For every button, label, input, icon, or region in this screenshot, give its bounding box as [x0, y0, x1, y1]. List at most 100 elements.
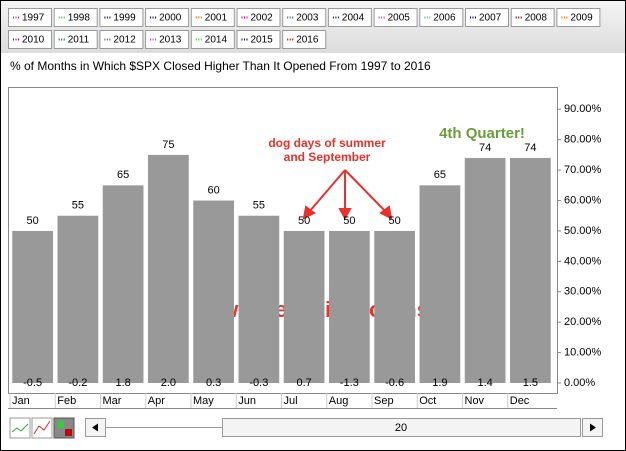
annotation-text: and September: [284, 150, 371, 164]
legend-button[interactable]: [53, 8, 98, 27]
value-label: 75: [162, 139, 174, 151]
legend-label: 2000: [159, 13, 182, 24]
x-tick-label: Jun: [238, 395, 256, 407]
y-tick-label: 90.00%: [564, 103, 602, 115]
x-tick-label: Sep: [374, 395, 394, 407]
bar: [57, 215, 99, 383]
legend-button[interactable]: [145, 30, 190, 49]
y-tick-label: 80.00%: [564, 134, 602, 146]
legend-button[interactable]: [419, 8, 464, 27]
legend-button[interactable]: [99, 30, 144, 49]
bar: [510, 157, 551, 383]
bar: [419, 185, 461, 383]
legend-label: 1998: [68, 13, 91, 24]
value-label: 50: [389, 215, 401, 227]
x-tick-label: Aug: [329, 395, 349, 407]
legend-button[interactable]: [145, 8, 190, 27]
x-tick-label: Feb: [57, 395, 76, 407]
slider-thumb[interactable]: [222, 418, 581, 437]
legend-button[interactable]: [190, 8, 235, 27]
legend-label: 2005: [388, 13, 411, 24]
legend-button[interactable]: [99, 8, 144, 27]
bar: [464, 157, 506, 383]
legend-button[interactable]: [556, 8, 601, 27]
legend-label: 2002: [251, 13, 274, 24]
value-label: 50: [27, 215, 39, 227]
icon: [65, 429, 72, 436]
legend-label: 2012: [113, 35, 136, 46]
value-label: 55: [253, 200, 265, 212]
legend-label: 1997: [22, 13, 45, 24]
change-label: -0.6: [385, 377, 404, 389]
legend-label: 2001: [205, 13, 228, 24]
legend-label: 2013: [159, 35, 182, 46]
legend-label: 2015: [251, 35, 274, 46]
change-label: 1.8: [115, 377, 130, 389]
icon: [92, 423, 98, 432]
value-label: 74: [479, 142, 491, 154]
x-tick-label: Dec: [510, 395, 530, 407]
change-label: 2.0: [161, 377, 176, 389]
legend-label: 2009: [570, 13, 593, 24]
legend-button[interactable]: [8, 30, 52, 49]
change-label: 1.5: [523, 377, 538, 389]
x-tick-label: Nov: [465, 395, 485, 407]
legend-label: 2011: [68, 35, 90, 46]
change-label: -0.2: [68, 377, 87, 389]
annotation-text: 4th Quarter!: [439, 125, 525, 142]
bar: [193, 200, 234, 383]
value-label: 74: [524, 142, 536, 154]
legend-button[interactable]: [190, 30, 235, 49]
legend-label: 1999: [113, 13, 136, 24]
legend-label: 2016: [296, 35, 319, 46]
legend-label: 2007: [479, 13, 502, 24]
icon: [33, 420, 51, 435]
legend-button[interactable]: [327, 8, 372, 27]
y-tick-label: 20.00%: [564, 316, 602, 328]
legend-label: 2003: [296, 13, 319, 24]
value-label: 50: [343, 215, 355, 227]
icon-button[interactable]: [9, 417, 31, 439]
legend-button[interactable]: [236, 8, 281, 27]
legend-label: 2006: [433, 13, 456, 24]
icon: [590, 423, 596, 432]
annotation-text: dog days of summer: [268, 136, 386, 150]
legend-button[interactable]: [236, 30, 281, 49]
y-tick-label: 0.00%: [564, 377, 595, 389]
y-tick-label: 60.00%: [564, 194, 602, 206]
legend-button[interactable]: [8, 8, 52, 27]
y-tick-label: 40.00%: [564, 255, 602, 267]
legend-button[interactable]: [465, 8, 509, 27]
legend-button[interactable]: [373, 8, 418, 27]
x-tick-label: Jul: [284, 395, 298, 407]
x-tick-label: Jan: [12, 395, 30, 407]
change-label: 0.7: [296, 377, 311, 389]
change-label: -0.3: [249, 377, 268, 389]
legend-button[interactable]: [282, 8, 327, 27]
bar: [329, 230, 370, 383]
change-label: 1.4: [477, 377, 492, 389]
value-label: 65: [117, 169, 129, 181]
value-label: 55: [72, 200, 84, 212]
bar: [148, 154, 189, 383]
legend-label: 2014: [205, 35, 228, 46]
bar: [374, 230, 415, 383]
legend-button[interactable]: [53, 30, 98, 49]
change-label: 0.3: [206, 377, 221, 389]
y-tick-label: 30.00%: [564, 286, 602, 298]
controls: 20: [9, 417, 603, 439]
icon: [57, 421, 64, 428]
x-tick-label: May: [193, 395, 214, 407]
legend-label: 2004: [342, 13, 365, 24]
legend-button[interactable]: [510, 8, 555, 27]
change-label: -1.3: [340, 377, 359, 389]
slider-value: 20: [395, 422, 407, 434]
bar: [238, 215, 280, 383]
bar: [283, 230, 325, 383]
value-label: 50: [298, 215, 310, 227]
y-tick-label: 70.00%: [564, 164, 602, 176]
legend-label: 2008: [525, 13, 548, 24]
legend-button[interactable]: [282, 30, 327, 49]
